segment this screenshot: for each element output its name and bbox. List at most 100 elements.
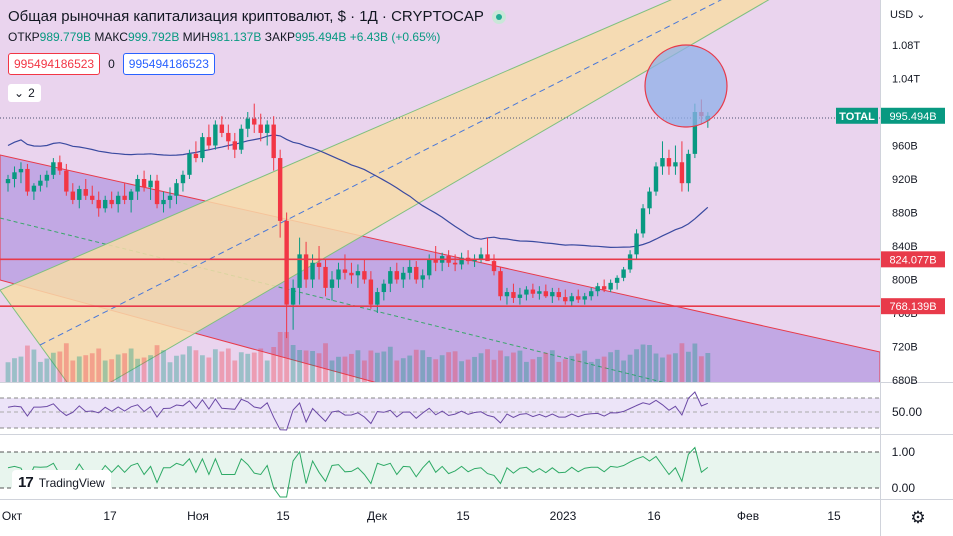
volume-bar [290,345,296,382]
time-tick-label: 15 [276,509,290,523]
candle-body [148,180,153,188]
price-axis[interactable]: 1.08T1.04T1.00T960B920B880B840B800B760B7… [892,40,920,387]
candle-body [25,168,30,192]
candle-body [433,258,438,263]
volume-bar [601,356,607,382]
volume-bar [12,358,17,382]
candle-body [115,195,121,205]
candle-body [485,254,490,262]
volume-bar [161,350,166,382]
spread-value: 0 [108,57,115,71]
candle-body [595,286,600,292]
candle-body [109,199,114,205]
volume-bar [264,360,270,382]
candle-body [388,271,393,284]
candle-body [394,271,399,280]
candle-body [57,162,63,171]
price-tick-label: 920B [892,174,918,186]
sell-button[interactable]: 995494186523 [8,53,101,75]
candle-body [245,118,250,129]
volume-bar [465,359,471,382]
candle-body [478,254,484,259]
volume-bar [394,360,400,382]
candle-body [18,168,24,173]
candle-body [517,294,523,298]
candle-body [614,277,620,283]
time-tick-label: 15 [827,509,841,523]
candle-body [627,254,633,270]
volume-bar [543,352,549,382]
candle-body [239,128,244,150]
tradingview-logo-icon: 17 [18,474,34,491]
candle-body [582,296,587,300]
buy-button[interactable]: 995494186523 [122,53,215,75]
candle-body [589,291,594,297]
volume-bar [284,332,290,382]
candle-body [128,191,134,200]
volume-bar [25,345,30,382]
volume-bar [705,352,711,382]
volume-bar [167,362,173,382]
price-tick-label: 1.08T [892,40,920,52]
volume-bar [556,361,562,382]
currency-selector[interactable]: USD ⌄ [890,8,925,22]
candle-body [452,262,458,265]
candle-body [601,286,607,290]
indicators-count: 2 [28,86,35,100]
candle-body [550,292,555,297]
candle-body [316,262,322,267]
indicators-toggle[interactable]: ⌄ 2 [8,84,41,102]
volume-bar [562,359,568,382]
change-value: +6.43B (+0.65%) [349,30,441,44]
gear-icon[interactable]: ⚙ [910,508,926,527]
volume-bar [634,349,639,382]
candle-body [174,183,179,196]
volume-bar [336,356,341,382]
time-axis[interactable]: Окт 17 Ноя 15 Дек 15 2023 16 Фев 15 [2,509,841,523]
candle-body [524,289,529,295]
symbol-title[interactable]: Общая рыночная капитализация криптовалют… [8,8,484,25]
candle-body [193,153,199,159]
candle-body [90,195,95,200]
ascending-channel[interactable] [0,0,820,400]
volume-bar [323,343,328,382]
candle-body [576,296,581,300]
candle-body [543,291,549,297]
time-tick-label: Ноя [187,509,209,523]
candle-body [31,185,37,192]
price-label-bg [881,107,945,124]
volume-bar [653,353,659,382]
volume-bar [569,355,575,382]
candle-body [161,199,166,205]
time-tick-label: 16 [647,509,661,523]
symbol-label: TOTAL [839,111,875,123]
horizontal-levels[interactable] [0,258,880,307]
candle-body [5,179,11,184]
volume-bar [374,352,380,382]
volume-bar [89,353,95,382]
moving-average-line [7,134,709,249]
candle-body [141,179,147,188]
volume-bar [135,358,140,382]
candle-body [459,257,464,265]
volume-bar [316,353,322,382]
volume-bar [355,350,361,382]
candle-body [569,296,574,302]
time-tick-label: 17 [103,509,117,523]
candle-body [277,158,283,221]
time-tick-label: 2023 [550,509,577,523]
volume-bar [673,353,678,382]
highlight-circle[interactable] [644,44,728,128]
chart-legend[interactable]: Общая рыночная капитализация криптовалют… [8,8,506,25]
volume-bar [420,350,426,382]
candle-body [200,137,205,159]
open-value: 989.779B [39,30,92,44]
volume-bar [102,360,108,382]
volume-bar [627,354,633,382]
candle-body [621,269,626,278]
tradingview-logo[interactable]: 17 TradingView [12,470,111,495]
osc-axis-label-bottom: 0.00 [892,481,916,495]
high-label: МАКС [94,30,128,44]
candle-body [563,297,568,302]
